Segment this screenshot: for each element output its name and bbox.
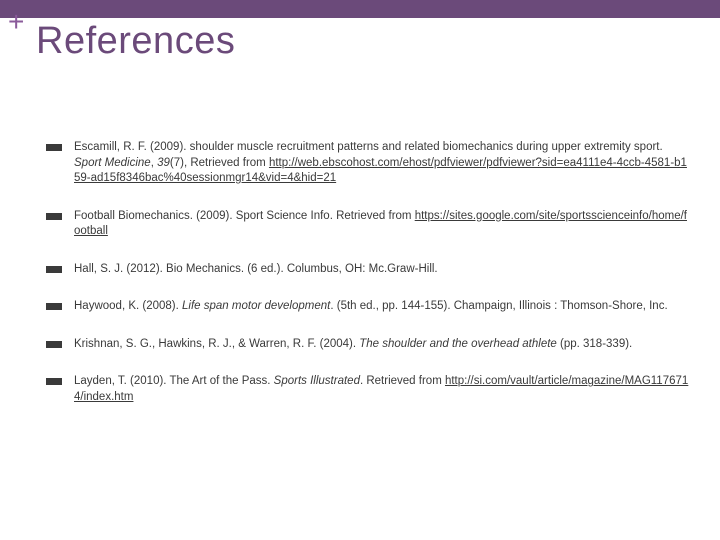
reference-link[interactable]: http://si.com/vault/article/magazine/MAG… <box>74 375 688 403</box>
bullet-icon <box>46 303 62 310</box>
bullet-icon <box>46 144 62 151</box>
reference-text: Krishnan, S. G., Hawkins, R. J., & Warre… <box>74 337 692 353</box>
reference-text: Football Biomechanics. (2009). Sport Sci… <box>74 209 692 240</box>
plus-icon <box>8 8 24 36</box>
reference-item: Escamill, R. F. (2009). shoulder muscle … <box>46 140 692 187</box>
reference-link[interactable]: https://sites.google.com/site/sportsscie… <box>74 210 687 238</box>
reference-list: Escamill, R. F. (2009). shoulder muscle … <box>46 140 692 427</box>
reference-item: Haywood, K. (2008). Life span motor deve… <box>46 299 692 315</box>
reference-item: Layden, T. (2010). The Art of the Pass. … <box>46 374 692 405</box>
reference-text: Hall, S. J. (2012). Bio Mechanics. (6 ed… <box>74 262 692 278</box>
reference-item: Hall, S. J. (2012). Bio Mechanics. (6 ed… <box>46 262 692 278</box>
reference-item: Football Biomechanics. (2009). Sport Sci… <box>46 209 692 240</box>
reference-text: Layden, T. (2010). The Art of the Pass. … <box>74 374 692 405</box>
reference-text: Escamill, R. F. (2009). shoulder muscle … <box>74 140 692 187</box>
page-title: References <box>36 20 235 63</box>
bullet-icon <box>46 378 62 385</box>
bullet-icon <box>46 341 62 348</box>
reference-item: Krishnan, S. G., Hawkins, R. J., & Warre… <box>46 337 692 353</box>
accent-top-bar <box>0 0 720 18</box>
bullet-icon <box>46 213 62 220</box>
bullet-icon <box>46 266 62 273</box>
reference-text: Haywood, K. (2008). Life span motor deve… <box>74 299 692 315</box>
